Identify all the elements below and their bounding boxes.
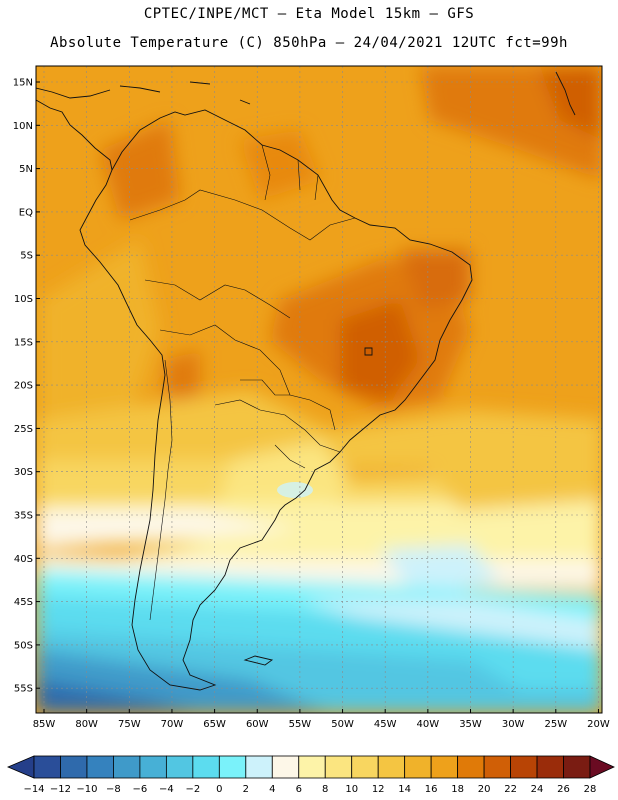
colorbar-swatch bbox=[165, 755, 194, 779]
lon-label: 20W bbox=[587, 719, 610, 730]
colorbar-label: 0 bbox=[216, 784, 222, 795]
colorbar-swatch bbox=[245, 755, 273, 779]
colorbar-label: 2 bbox=[243, 784, 249, 795]
plot-frame bbox=[35, 65, 603, 714]
lat-label: 15N bbox=[13, 78, 33, 89]
colorbar-swatch bbox=[351, 755, 379, 779]
colorbar-label: 22 bbox=[504, 784, 517, 795]
colorbar-label: 12 bbox=[372, 784, 385, 795]
colorbar-label: 16 bbox=[425, 784, 438, 795]
temperature-field bbox=[36, 66, 602, 713]
lon-label: 50W bbox=[331, 719, 354, 730]
map-title: CPTEC/INPE/MCT – Eta Model 15km – GFS bbox=[143, 6, 475, 22]
caribbean-islands bbox=[119, 81, 251, 105]
country-borders bbox=[129, 144, 356, 621]
colorbar-swatch bbox=[377, 755, 406, 779]
colorbar-label: 8 bbox=[322, 784, 328, 795]
lat-label: 45S bbox=[14, 597, 33, 608]
lesser-antilles bbox=[555, 71, 576, 116]
lat-label: 20S bbox=[14, 381, 33, 392]
lon-label: 30W bbox=[502, 719, 525, 730]
lon-label: 25W bbox=[544, 719, 567, 730]
lat-label: 10S bbox=[14, 294, 33, 305]
lat-label: 55S bbox=[14, 684, 33, 695]
colorbar-label: 6 bbox=[296, 784, 302, 795]
colorbar-swatch bbox=[457, 755, 485, 779]
lat-label: 15S bbox=[14, 337, 33, 348]
lon-label: 35W bbox=[459, 719, 482, 730]
lon-label: 75W bbox=[118, 719, 141, 730]
graticule bbox=[36, 66, 602, 713]
colorbar-swatch bbox=[483, 755, 511, 779]
lon-label: 65W bbox=[203, 719, 226, 730]
lon-label: 85W bbox=[33, 719, 56, 730]
longitude-ticks: 85W 80W 75W 70W 65W 60W 55W 50W 45W 40W 35W 30W 25W 2… bbox=[33, 709, 610, 730]
colorbar-swatch bbox=[86, 755, 114, 779]
map-subtitle: Absolute Temperature (C) 850hPa – 24/04/… bbox=[50, 35, 568, 51]
lon-label: 70W bbox=[161, 719, 184, 730]
colorbar-label: 18 bbox=[451, 784, 464, 795]
colorbar-swatch bbox=[510, 755, 538, 779]
colorbar-swatch bbox=[113, 755, 141, 779]
central-america-outline bbox=[36, 87, 113, 171]
lat-label: EQ bbox=[19, 207, 33, 218]
lat-label: 40S bbox=[14, 554, 33, 565]
colorbar-under-arrow bbox=[6, 755, 35, 779]
lat-label: 5N bbox=[19, 164, 33, 175]
falkland-islands bbox=[243, 655, 274, 666]
colorbar-swatch bbox=[33, 755, 61, 779]
colorbar-swatch bbox=[218, 755, 247, 779]
colorbar-label: 10 bbox=[345, 784, 358, 795]
colorbar-swatch bbox=[271, 755, 300, 779]
colorbar-label: −10 bbox=[76, 784, 97, 795]
lat-label: 30S bbox=[14, 467, 33, 478]
coastlines bbox=[36, 71, 576, 691]
colorbar-label: −8 bbox=[106, 784, 121, 795]
lon-label: 60W bbox=[246, 719, 269, 730]
colorbar-swatch bbox=[298, 755, 326, 779]
lat-label: 35S bbox=[14, 511, 33, 522]
colorbar-label: 24 bbox=[531, 784, 544, 795]
lat-label: 5S bbox=[20, 251, 33, 262]
colorbar-label: 26 bbox=[557, 784, 570, 795]
colorbar: −14 −12 −10 −8 −6 −4 −2 0 2 4 6 8 10 12 14 16 18 20 22 24 26… bbox=[6, 755, 615, 795]
colorbar-label: −14 bbox=[23, 784, 44, 795]
colorbar-label: −4 bbox=[159, 784, 174, 795]
colorbar-swatch bbox=[60, 755, 88, 779]
lat-label: 25S bbox=[14, 424, 33, 435]
colorbar-label: −12 bbox=[50, 784, 71, 795]
lon-label: 80W bbox=[75, 719, 98, 730]
south-america-outline bbox=[79, 109, 473, 691]
colorbar-swatch bbox=[536, 755, 564, 779]
colorbar-label: −2 bbox=[185, 784, 200, 795]
colorbar-label: 4 bbox=[269, 784, 275, 795]
colorbar-swatch bbox=[404, 755, 432, 779]
lon-label: 40W bbox=[417, 719, 440, 730]
colorbar-label: 28 bbox=[584, 784, 597, 795]
colorbar-label: −6 bbox=[133, 784, 148, 795]
colorbar-swatch bbox=[430, 755, 459, 779]
lat-label: 50S bbox=[14, 640, 33, 651]
lon-label: 45W bbox=[374, 719, 397, 730]
latitude-ticks: 15N 10N 5N EQ 5S 10S 15S 20S 25S 30S 35S 40S 45S 50S 5… bbox=[13, 78, 40, 695]
colorbar-swatch bbox=[324, 755, 353, 779]
colorbar-over-arrow bbox=[589, 755, 615, 779]
colorbar-label: 20 bbox=[478, 784, 491, 795]
colorbar-label: 14 bbox=[398, 784, 411, 795]
colorbar-swatch bbox=[192, 755, 220, 779]
lat-label: 10N bbox=[13, 121, 33, 132]
lon-label: 55W bbox=[289, 719, 312, 730]
colorbar-swatch bbox=[139, 755, 167, 779]
colorbar-swatch bbox=[563, 755, 591, 779]
